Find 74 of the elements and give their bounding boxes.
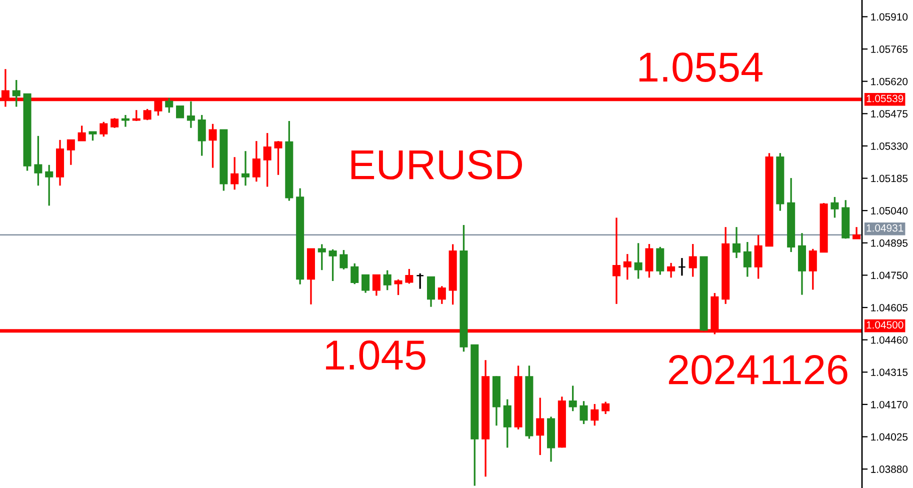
candlestick [743, 241, 752, 278]
text: EURUSD [351, 150, 522, 180]
y-tick-label: 1.05330 [871, 142, 908, 150]
candlestick [678, 257, 686, 276]
candlestick [383, 269, 392, 291]
candlestick [110, 117, 119, 129]
candlestick [78, 124, 86, 142]
candlestick [438, 285, 446, 305]
candlestick [208, 123, 217, 169]
candlestick [732, 226, 741, 259]
candlestick [656, 246, 664, 276]
y-tick-label: 1.05040 [871, 207, 908, 214]
candlestick [165, 97, 174, 114]
y-tick-label: 1.04025 [871, 433, 908, 441]
candlestick [252, 140, 260, 182]
candlestick [176, 105, 184, 118]
candlestick [12, 79, 20, 108]
y-tick-label: 1.05910 [871, 13, 908, 21]
annotation: 1.0554 [639, 52, 763, 82]
candlestick [100, 121, 108, 138]
candlestick [580, 400, 588, 425]
candlestick [503, 398, 512, 449]
candlestick [186, 100, 195, 129]
candlestick [754, 234, 762, 280]
candlestick [602, 400, 610, 415]
candlestick [426, 276, 436, 308]
y-tick-label: 1.03880 [871, 466, 908, 473]
y-tick-label: 1.04315 [871, 368, 908, 376]
candlestick [634, 242, 642, 280]
candlestick [852, 226, 861, 240]
candlestick [372, 274, 380, 297]
candlestick [623, 253, 632, 280]
ref-line-label: 1.05539 [866, 94, 904, 102]
candlestick [830, 196, 839, 219]
candlestick [45, 164, 54, 207]
ref-line-label: 1.04500 [866, 321, 904, 329]
candlestick [121, 114, 130, 128]
candlestick [198, 114, 206, 157]
y-tick-label: 1.05620 [871, 78, 908, 86]
candlestick [132, 109, 140, 122]
y-tick-label: 1.04460 [871, 336, 908, 344]
candlestick [568, 384, 577, 412]
y-tick-label: 1.05185 [871, 174, 908, 182]
candlestick [242, 150, 250, 186]
candlestick [66, 139, 75, 166]
candlestick [143, 108, 152, 121]
candlestick [688, 243, 697, 278]
y-tick-label: 1.04605 [871, 304, 908, 312]
candlestick [340, 249, 348, 270]
candlestick [405, 268, 414, 284]
candlestick [808, 248, 817, 291]
candlestick [230, 156, 239, 190]
candlestick [645, 243, 654, 278]
annotation: 1.045 [326, 340, 426, 370]
y-tick-label: 1.04895 [871, 239, 908, 247]
candlestick [318, 243, 326, 271]
candlestick [667, 262, 676, 278]
candlestick [536, 396, 544, 456]
candlestick [350, 262, 359, 285]
candlestick [263, 132, 272, 188]
y-tick-label: 1.05765 [871, 46, 908, 53]
candlestick [328, 248, 337, 282]
ref-line-label: 1.04931 [866, 224, 904, 232]
y-tick-label: 1.04750 [871, 272, 908, 280]
candlestick [394, 278, 402, 296]
y-tick-label: 1.04170 [871, 400, 908, 408]
candlestick [590, 403, 599, 426]
candlestick [362, 274, 370, 294]
candlestick [274, 140, 282, 176]
candlestick [416, 272, 424, 290]
y-tick-label: 1.05475 [871, 110, 908, 118]
candlestick [34, 135, 42, 186]
candlestick [612, 216, 620, 305]
annotation: 20241126 [668, 355, 848, 385]
